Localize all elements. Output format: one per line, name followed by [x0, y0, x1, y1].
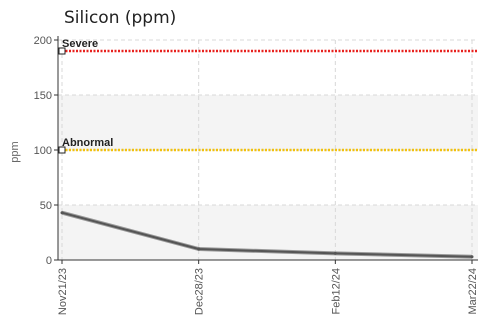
y-tick-label: 150	[34, 90, 52, 102]
y-tick-label: 200	[34, 35, 52, 47]
y-tick-labels: 0 50 100 150 200	[34, 35, 52, 267]
threshold-lines: Severe Abnormal	[58, 38, 478, 154]
x-tick-label: Nov21/23	[57, 268, 69, 315]
band	[58, 95, 478, 150]
y-tick-label: 50	[40, 200, 52, 212]
threshold-label-severe: Severe	[62, 38, 98, 50]
threshold-label-abnormal: Abnormal	[62, 137, 113, 149]
x-tick-label: Feb12/24	[330, 268, 342, 314]
x-tick-label: Mar22/24	[467, 268, 479, 314]
background-bands	[58, 40, 478, 260]
threshold-marker	[58, 47, 66, 55]
band	[58, 150, 478, 205]
band	[58, 40, 478, 95]
data-point	[470, 255, 474, 259]
data-point	[333, 251, 337, 255]
data-series	[60, 210, 474, 259]
x-tick-label: Dec28/23	[194, 268, 206, 315]
series-line	[61, 211, 473, 258]
threshold-marker	[58, 146, 66, 154]
y-tick-label: 100	[34, 145, 52, 157]
y-axis-label: ppm	[9, 141, 21, 162]
data-point	[197, 247, 201, 251]
axes	[54, 36, 478, 264]
chart-title: Silicon (ppm)	[64, 8, 177, 28]
y-tick-label: 0	[46, 255, 52, 267]
x-tick-labels: Nov21/23 Dec28/23 Feb12/24 Mar22/24	[57, 268, 479, 315]
data-point	[60, 211, 64, 215]
